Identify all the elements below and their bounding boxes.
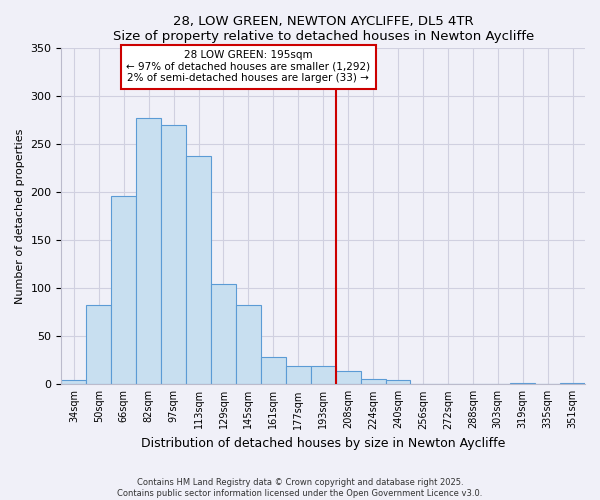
X-axis label: Distribution of detached houses by size in Newton Aycliffe: Distribution of detached houses by size …: [141, 437, 505, 450]
Bar: [361, 378, 386, 384]
Bar: [236, 304, 261, 384]
Text: Contains HM Land Registry data © Crown copyright and database right 2025.
Contai: Contains HM Land Registry data © Crown c…: [118, 478, 482, 498]
Title: 28, LOW GREEN, NEWTON AYCLIFFE, DL5 4TR
Size of property relative to detached ho: 28, LOW GREEN, NEWTON AYCLIFFE, DL5 4TR …: [113, 15, 534, 43]
Bar: [111, 196, 136, 384]
Bar: [161, 125, 186, 384]
Bar: [211, 284, 236, 384]
Y-axis label: Number of detached properties: Number of detached properties: [15, 128, 25, 304]
Bar: [261, 358, 286, 384]
Bar: [61, 380, 86, 384]
Text: 28 LOW GREEN: 195sqm
← 97% of detached houses are smaller (1,292)
2% of semi-det: 28 LOW GREEN: 195sqm ← 97% of detached h…: [127, 50, 370, 84]
Bar: [286, 366, 311, 384]
Bar: [186, 156, 211, 384]
Bar: [86, 304, 111, 384]
Bar: [386, 380, 410, 384]
Bar: [335, 371, 361, 384]
Bar: [136, 118, 161, 384]
Bar: [311, 366, 335, 384]
